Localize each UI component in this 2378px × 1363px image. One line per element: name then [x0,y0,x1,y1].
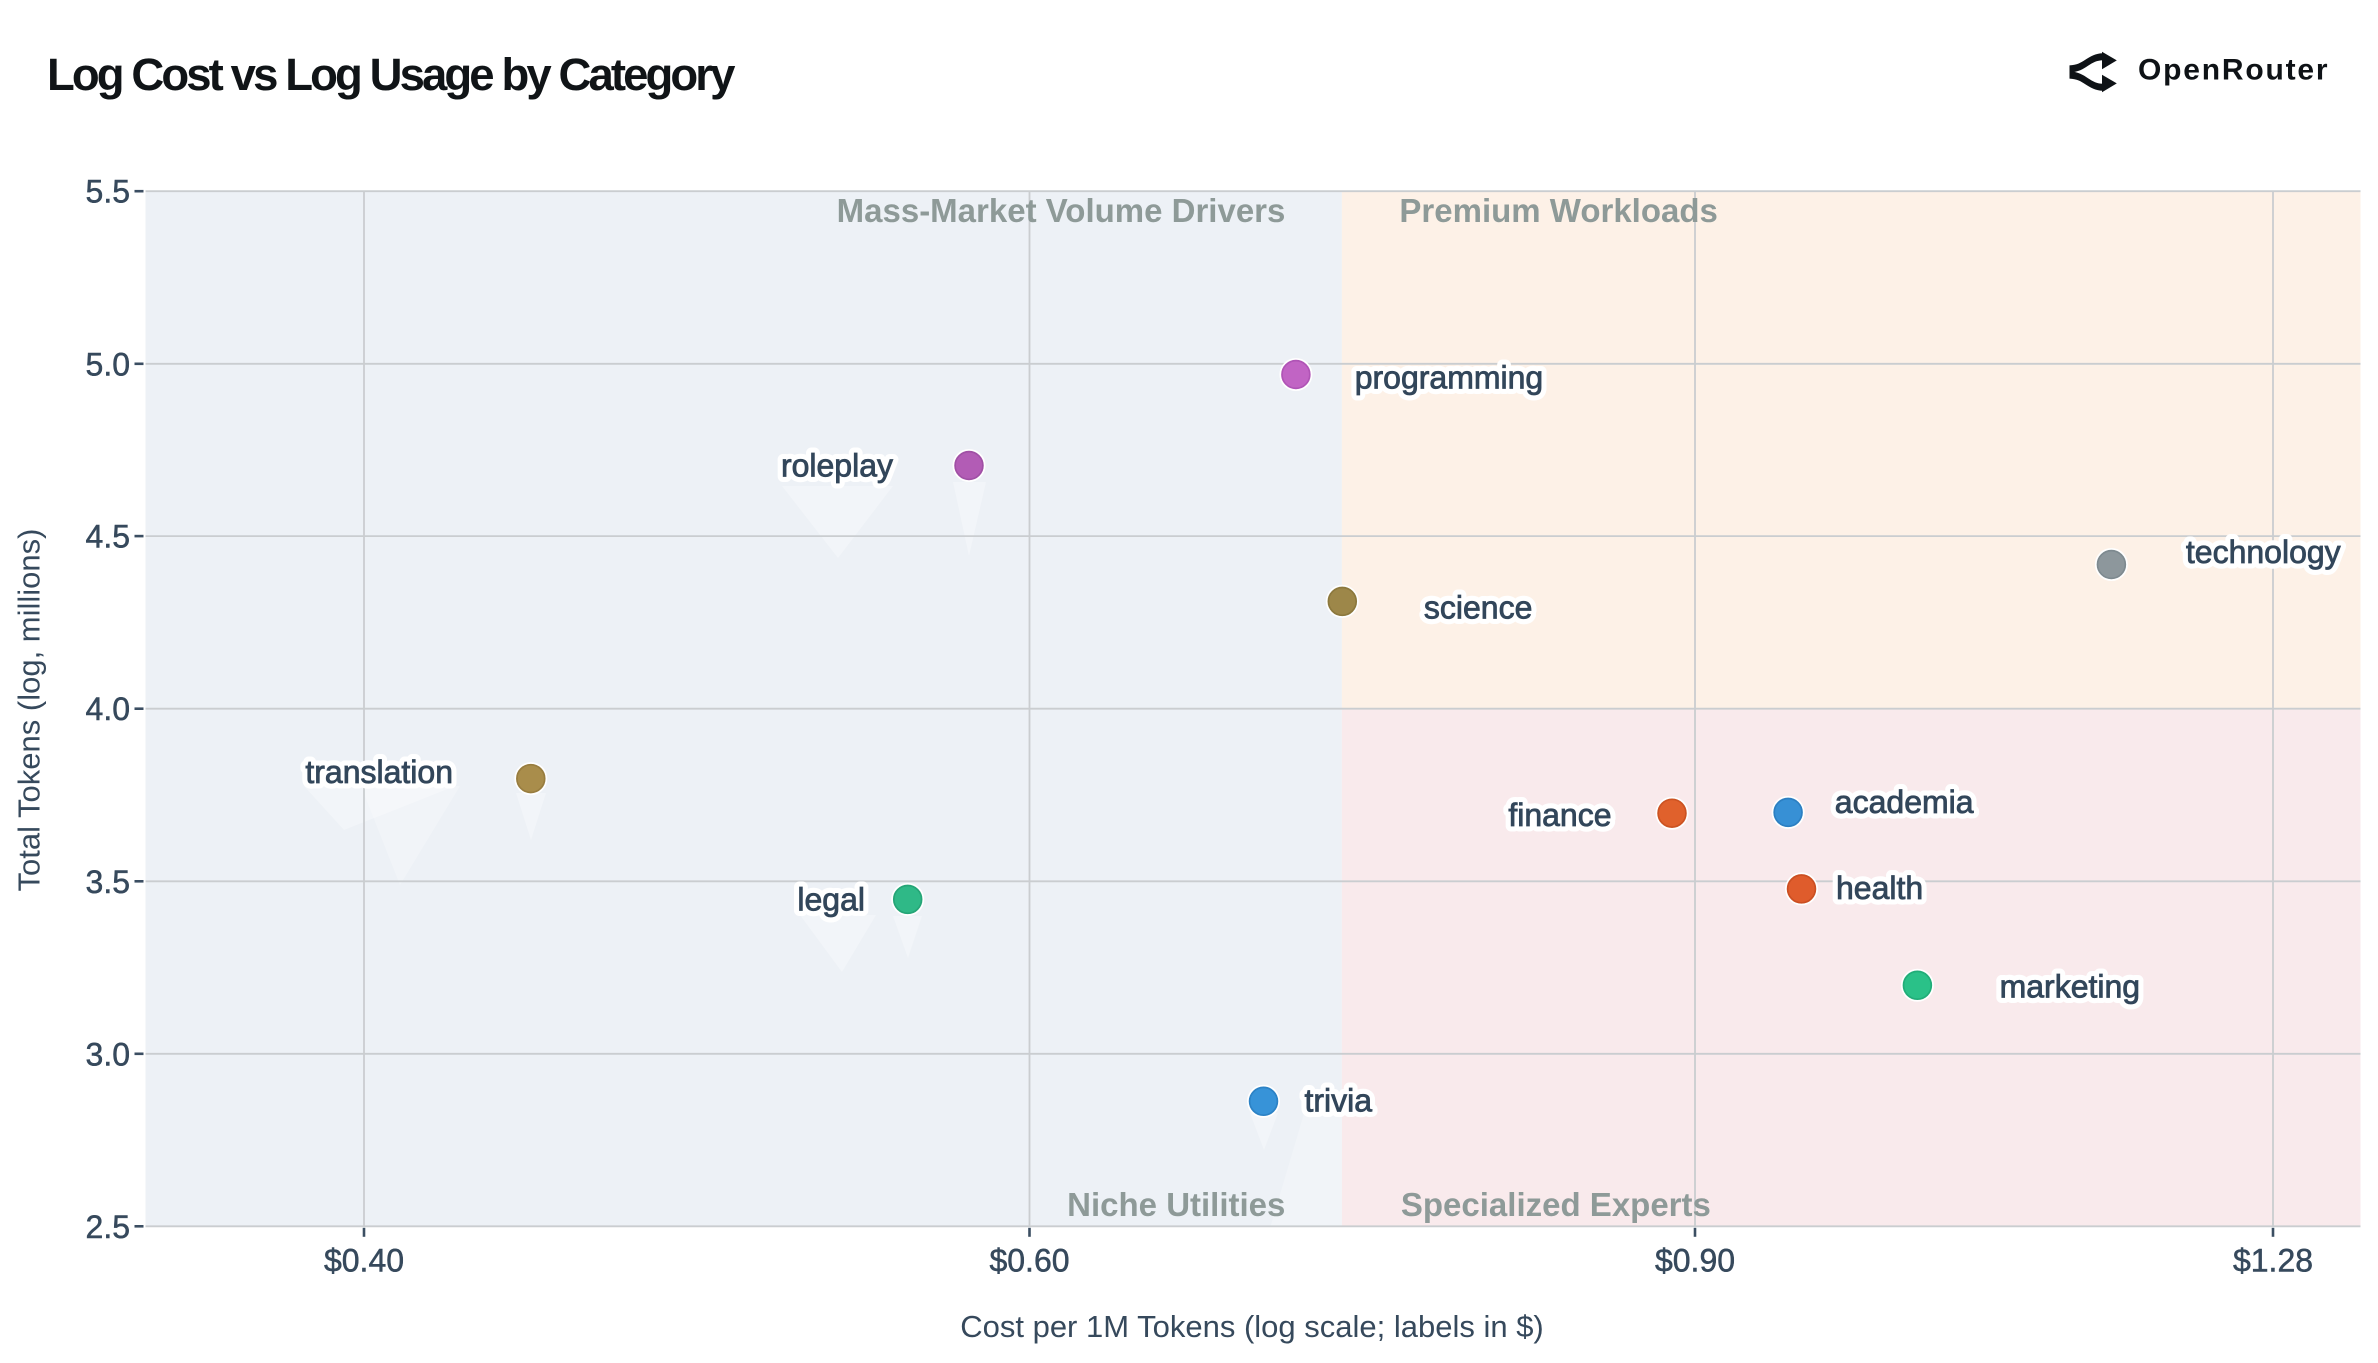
svg-text:marketing: marketing [2000,969,2141,1005]
svg-text:$0.40: $0.40 [324,1243,404,1279]
svg-text:technology: technology [2186,534,2341,570]
svg-text:Log Cost vs Log Usage by Categ: Log Cost vs Log Usage by Category [47,49,736,100]
svg-text:science: science [1424,589,1533,625]
svg-text:programming: programming [1355,359,1544,395]
svg-text:Specialized Experts: Specialized Experts [1401,1186,1711,1223]
svg-text:science: science [1424,589,1533,625]
svg-text:academia: academia [1835,784,1974,820]
svg-text:OpenRouter: OpenRouter [2138,54,2329,87]
svg-text:legal: legal [797,882,865,918]
svg-text:marketing: marketing [2000,969,2141,1005]
svg-text:finance: finance [1508,797,1611,833]
svg-text:roleplay: roleplay [781,447,893,483]
svg-text:$0.90: $0.90 [1655,1243,1735,1279]
svg-text:programming: programming [1355,359,1544,395]
svg-text:health: health [1836,870,1923,906]
svg-text:$1.28: $1.28 [2233,1243,2313,1279]
svg-text:$0.60: $0.60 [989,1243,1069,1279]
svg-text:Premium Workloads: Premium Workloads [1399,192,1717,229]
svg-text:academia: academia [1835,784,1974,820]
svg-text:roleplay: roleplay [781,447,893,483]
svg-text:health: health [1836,870,1923,906]
svg-text:technology: technology [2186,534,2341,570]
svg-text:Niche Utilities: Niche Utilities [1067,1186,1285,1223]
svg-text:3.5: 3.5 [86,864,130,900]
svg-text:trivia: trivia [1305,1082,1373,1118]
svg-text:finance: finance [1508,797,1611,833]
svg-text:2.5: 2.5 [86,1209,130,1245]
svg-text:Mass-Market Volume Drivers: Mass-Market Volume Drivers [837,192,1286,229]
svg-text:translation: translation [305,754,453,790]
svg-text:4.5: 4.5 [86,519,130,555]
svg-text:translation: translation [305,754,453,790]
svg-text:3.0: 3.0 [86,1036,130,1072]
svg-text:Cost per 1M Tokens (log scale;: Cost per 1M Tokens (log scale; labels in… [960,1309,1544,1344]
svg-text:5.5: 5.5 [86,174,130,210]
svg-text:legal: legal [797,882,865,918]
svg-text:4.0: 4.0 [86,691,130,727]
svg-text:5.0: 5.0 [86,346,130,382]
svg-text:Total Tokens (log, millions): Total Tokens (log, millions) [12,529,47,892]
svg-text:trivia: trivia [1305,1082,1373,1118]
